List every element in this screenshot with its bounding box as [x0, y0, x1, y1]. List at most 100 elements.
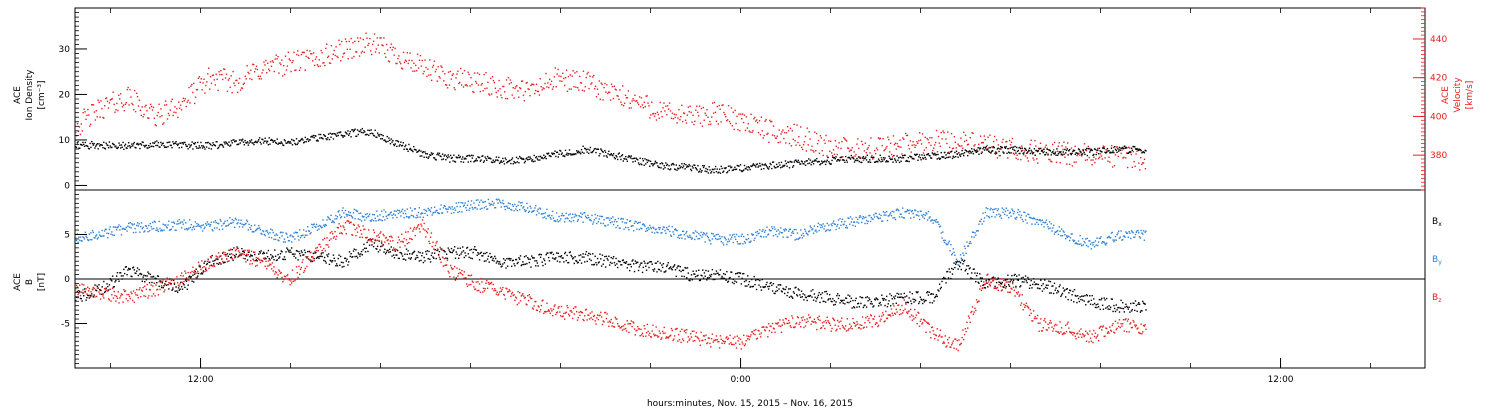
bx-point — [267, 249, 270, 252]
by-point — [197, 225, 199, 227]
by-point — [1059, 230, 1061, 232]
by-point — [1027, 213, 1029, 215]
bx-point — [297, 259, 299, 261]
by-point — [86, 236, 88, 239]
velocity-point — [646, 95, 648, 97]
density-point — [153, 142, 156, 145]
by-point — [464, 202, 466, 204]
density-point — [83, 145, 86, 148]
density-point — [189, 146, 191, 148]
bx-point — [87, 294, 90, 297]
density-point — [906, 160, 909, 163]
bx-point — [696, 275, 698, 277]
by-point — [301, 234, 303, 237]
by-point — [445, 207, 447, 210]
bx-point — [556, 260, 559, 262]
density-point — [192, 148, 194, 150]
by-point — [1128, 230, 1130, 233]
density-point — [246, 142, 248, 144]
bx-point — [961, 259, 963, 261]
density-point — [1029, 152, 1032, 155]
by-point — [383, 209, 385, 211]
density-point — [246, 141, 249, 143]
density-point — [363, 130, 365, 132]
density-point — [836, 159, 839, 161]
by-point — [788, 228, 791, 231]
bx-point — [994, 285, 996, 287]
bx-point — [474, 249, 477, 251]
density-point — [116, 147, 119, 150]
density-point — [264, 137, 266, 139]
by-point — [1036, 221, 1038, 224]
bx-point — [218, 262, 221, 264]
by-point — [264, 234, 266, 237]
bx-point — [171, 289, 173, 291]
bx-point — [624, 262, 627, 264]
density-point — [201, 147, 204, 149]
by-point — [171, 221, 173, 224]
bx-point — [234, 256, 237, 258]
velocity-point — [556, 73, 558, 75]
bx-point — [1009, 281, 1011, 283]
bx-point — [376, 248, 378, 250]
velocity-point — [272, 61, 275, 63]
density-point — [382, 134, 384, 137]
by-point — [341, 209, 343, 212]
bx-point — [501, 265, 503, 267]
bx-point — [367, 250, 369, 253]
velocity-point — [1120, 152, 1122, 155]
by-point — [832, 222, 834, 224]
velocity-point — [901, 153, 903, 155]
by-point — [417, 216, 419, 218]
density-point — [959, 154, 961, 156]
by-point — [767, 233, 770, 235]
by-point — [462, 202, 464, 204]
by-point — [508, 207, 510, 209]
bx-point — [542, 264, 544, 267]
velocity-point — [1100, 155, 1103, 157]
velocity-point — [373, 33, 376, 35]
density-point — [1070, 153, 1073, 156]
by-point — [351, 215, 353, 218]
by-point — [189, 219, 191, 221]
density-point — [1028, 149, 1030, 152]
velocity-point — [829, 150, 831, 153]
density-point — [261, 138, 263, 140]
bx-point — [861, 296, 864, 299]
by-point — [978, 223, 980, 225]
bx-point — [717, 272, 719, 274]
by-point — [372, 213, 374, 216]
velocity-point — [118, 94, 120, 96]
density-point — [573, 153, 576, 156]
velocity-point — [515, 86, 517, 88]
bx-point — [767, 285, 769, 288]
density-point — [736, 164, 738, 167]
by-point — [427, 207, 429, 210]
by-point — [865, 216, 867, 218]
bx-point — [170, 283, 172, 285]
by-point — [317, 225, 319, 227]
bx-point — [119, 272, 121, 274]
velocity-point — [867, 147, 869, 149]
velocity-point — [566, 90, 569, 93]
density-point — [825, 161, 828, 163]
by-point — [966, 241, 968, 243]
bx-point — [172, 279, 175, 282]
by-point — [478, 204, 480, 206]
by-point — [528, 210, 531, 212]
density-point — [242, 138, 244, 140]
velocity-point — [287, 51, 290, 53]
velocity-point — [710, 123, 712, 125]
velocity-point — [463, 69, 466, 72]
by-point — [1075, 242, 1077, 244]
velocity-point — [1132, 150, 1134, 153]
velocity-point — [159, 116, 161, 118]
density-point — [294, 143, 297, 146]
density-point — [842, 159, 844, 161]
density-point — [599, 153, 601, 155]
bx-point — [136, 270, 138, 272]
by-point — [163, 229, 165, 231]
density-point — [885, 161, 887, 163]
by-point — [338, 210, 340, 212]
bx-point — [296, 250, 299, 252]
